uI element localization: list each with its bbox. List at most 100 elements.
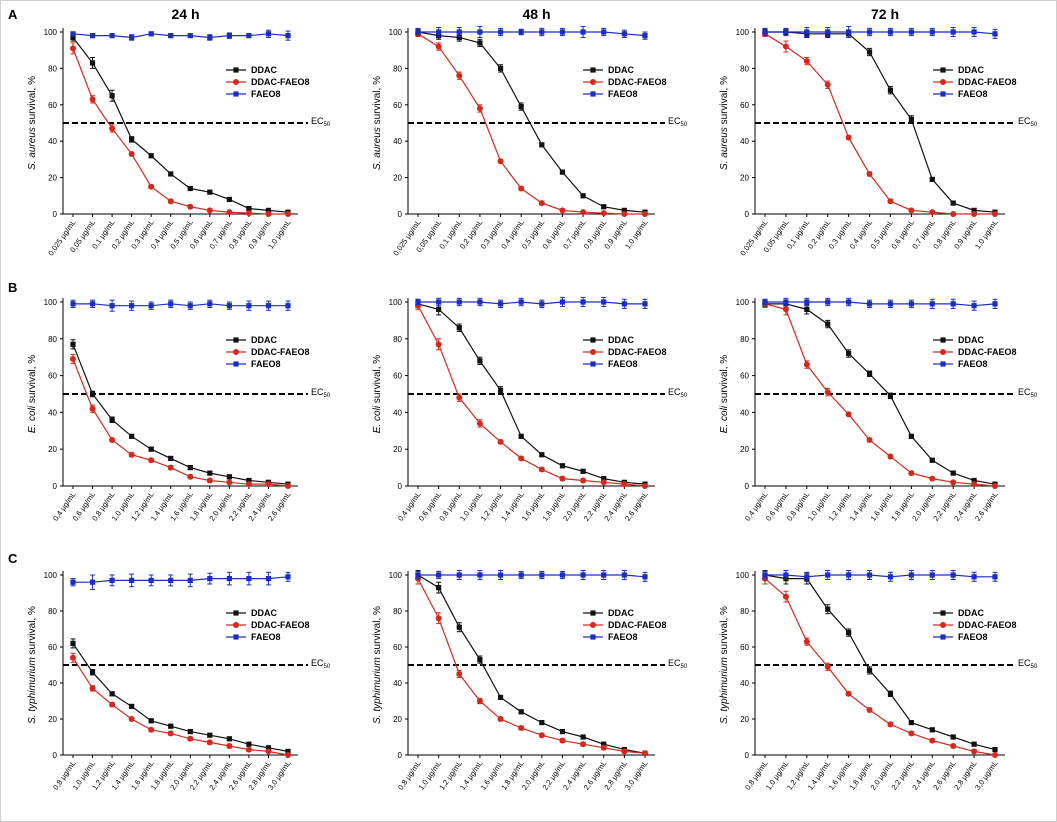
data-point: [415, 299, 421, 305]
y-axis-label: S. typhimurium survival, %: [27, 606, 38, 724]
y-tick-label: 100: [736, 571, 750, 580]
data-point: [456, 34, 462, 41]
data-point: [70, 579, 76, 585]
data-point: [436, 299, 442, 305]
data-point: [887, 301, 894, 307]
data-point: [518, 709, 524, 715]
data-point: [992, 31, 998, 37]
y-tick-label: 20: [48, 445, 57, 454]
data-point: [866, 49, 873, 55]
data-point: [497, 387, 504, 393]
data-point: [456, 394, 463, 401]
data-point: [245, 210, 252, 217]
data-point: [415, 29, 421, 35]
time-header-1: 48 h: [522, 6, 550, 22]
series-faeo8: [415, 296, 648, 309]
data-point: [539, 720, 545, 726]
data-point: [89, 685, 96, 692]
legend-marker: [590, 634, 596, 640]
legend-marker: [590, 79, 596, 85]
data-point: [992, 747, 998, 753]
row-letter-B: B: [8, 280, 17, 295]
data-point: [497, 158, 504, 165]
data-point: [518, 572, 524, 578]
data-point: [518, 104, 524, 110]
series-line-ddac-faeo8: [417, 578, 646, 754]
data-point: [601, 741, 607, 747]
data-point: [992, 483, 998, 489]
legend-label-faeo8: FAEO8: [958, 632, 988, 642]
legend-label-ddac: DDAC: [958, 65, 984, 75]
ec50-label: EC50: [311, 116, 331, 128]
series-ddac: [762, 570, 998, 753]
data-point: [825, 606, 831, 612]
legend-label-faeo8: FAEO8: [958, 89, 988, 99]
legend-marker: [233, 79, 239, 85]
data-point: [580, 734, 586, 740]
data-point: [436, 29, 442, 35]
data-point: [783, 299, 789, 305]
data-point: [600, 210, 607, 217]
data-point: [285, 483, 291, 489]
data-point: [887, 721, 894, 728]
data-point: [887, 29, 894, 35]
ec50-label-sub: 50: [681, 393, 688, 399]
data-point: [929, 209, 936, 216]
data-point: [559, 475, 566, 482]
legend: DDAC DDAC-FAEO8 FAEO8: [583, 65, 667, 99]
time-header-0: 24 h: [171, 6, 199, 22]
data-point: [846, 29, 852, 35]
data-point: [621, 31, 627, 37]
data-point: [109, 125, 116, 132]
data-point: [929, 727, 935, 733]
legend-label-faeo8: FAEO8: [958, 359, 988, 369]
ec50-label: EC50: [311, 387, 331, 399]
data-point: [846, 350, 852, 357]
data-point: [887, 198, 894, 205]
data-point: [435, 341, 442, 348]
data-point: [908, 720, 914, 726]
legend-label-ddac: DDAC: [251, 608, 277, 618]
legend-marker: [233, 91, 239, 97]
data-point: [187, 735, 194, 742]
data-point: [621, 572, 627, 578]
data-point: [89, 579, 96, 585]
data-point: [538, 466, 545, 473]
data-point: [129, 433, 135, 439]
legend-label-ddac: DDAC: [251, 335, 277, 345]
data-point: [992, 211, 998, 217]
data-point: [285, 33, 291, 39]
data-point: [601, 204, 607, 210]
row-letter-C: C: [8, 551, 18, 566]
data-point: [70, 34, 76, 41]
y-tick-label: 20: [393, 174, 402, 183]
data-point: [929, 301, 935, 307]
data-point: [245, 481, 252, 488]
data-point: [246, 576, 252, 582]
series-ddac-faeo8: [415, 301, 648, 489]
legend-label-faeo8: FAEO8: [608, 89, 638, 99]
ec50-label-main: EC: [668, 658, 681, 668]
data-point: [559, 169, 566, 175]
data-point: [804, 306, 810, 312]
ec50-label-main: EC: [311, 116, 324, 126]
data-point: [435, 43, 442, 50]
data-point: [887, 87, 894, 93]
series-line-ddac-faeo8: [72, 358, 289, 487]
data-point: [207, 470, 213, 476]
data-point: [824, 663, 831, 670]
legend: DDAC DDAC-FAEO8 FAEO8: [583, 335, 667, 369]
y-tick-label: 0: [745, 210, 750, 219]
data-point: [456, 29, 462, 35]
data-point: [477, 572, 483, 578]
data-point: [109, 33, 115, 39]
data-point: [580, 741, 587, 748]
y-tick-label: 20: [393, 715, 402, 724]
data-point: [971, 207, 977, 213]
series-faeo8: [762, 297, 998, 311]
legend: DDAC DDAC-FAEO8 FAEO8: [226, 608, 310, 642]
data-point: [70, 31, 76, 37]
data-point: [621, 481, 628, 488]
data-point: [971, 741, 977, 747]
